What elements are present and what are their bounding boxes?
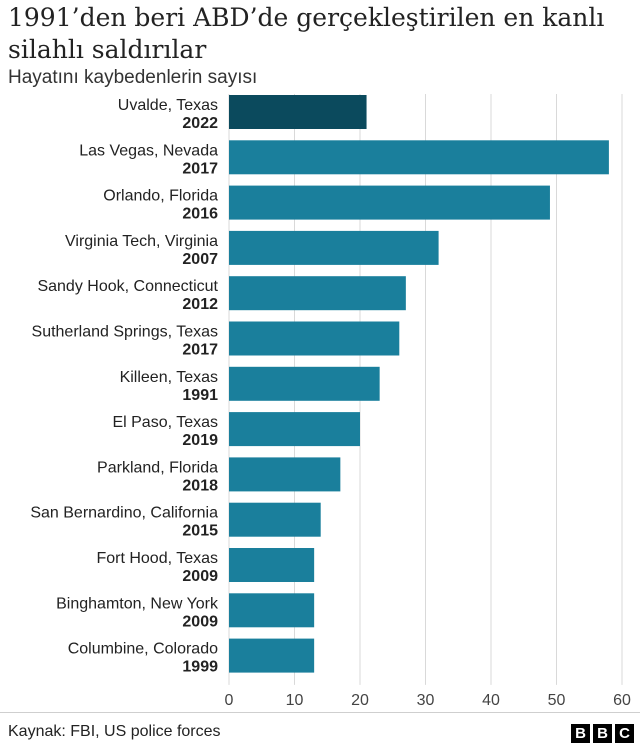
category-year-label: 2018 — [182, 477, 218, 494]
category-place-label: Binghamton, New York — [56, 595, 219, 612]
category-place-label: Parkland, Florida — [97, 459, 218, 476]
category-year-label: 2015 — [182, 523, 218, 540]
logo-letter: C — [615, 724, 634, 743]
category-year-label: 2019 — [182, 432, 218, 449]
bbc-logo: B B C — [571, 724, 634, 743]
x-tick-label: 0 — [225, 692, 234, 709]
source-note: Kaynak: FBI, US police forces — [8, 723, 221, 740]
bar — [229, 185, 550, 220]
category-place-label: Fort Hood, Texas — [96, 550, 218, 567]
bar — [229, 95, 367, 129]
category-year-label: 2007 — [182, 251, 218, 268]
category-place-label: Killeen, Texas — [120, 369, 218, 386]
bar — [229, 140, 609, 175]
bar — [229, 638, 315, 673]
category-year-label: 2022 — [182, 115, 218, 132]
bar — [229, 548, 315, 582]
x-tick-label: 50 — [548, 692, 566, 709]
bar — [229, 502, 321, 537]
x-tick-label: 40 — [482, 692, 500, 709]
category-place-label: El Paso, Texas — [112, 414, 218, 431]
category-place-label: Uvalde, Texas — [118, 97, 218, 114]
x-tick-label: 60 — [613, 692, 631, 709]
category-place-label: San Bernardino, California — [30, 505, 218, 522]
category-year-label: 1999 — [182, 659, 218, 676]
x-tick-label: 10 — [286, 692, 304, 709]
bar — [229, 321, 400, 356]
bar — [229, 230, 439, 265]
bar — [229, 276, 406, 311]
logo-letter: B — [593, 724, 612, 743]
category-place-label: Sandy Hook, Connecticut — [37, 278, 218, 295]
bar — [229, 457, 341, 492]
category-place-label: Orlando, Florida — [103, 188, 218, 205]
chart-title: 1991’den beri ABD’de gerçekleştirilen en… — [8, 3, 605, 64]
category-year-label: 1991 — [182, 387, 218, 404]
x-tick-label: 30 — [417, 692, 435, 709]
bar — [229, 366, 380, 401]
category-place-label: Virginia Tech, Virginia — [65, 233, 218, 250]
category-year-label: 2016 — [182, 206, 218, 223]
category-year-label: 2009 — [182, 568, 218, 585]
chart-subtitle: Hayatını kaybedenlerin sayısı — [8, 67, 258, 88]
bar — [229, 412, 360, 447]
logo-letter: B — [571, 724, 590, 743]
footer-divider — [0, 712, 640, 713]
category-place-label: Columbine, Colorado — [68, 641, 218, 658]
category-year-label: 2017 — [182, 160, 218, 177]
category-year-label: 2017 — [182, 342, 218, 359]
category-place-label: Sutherland Springs, Texas — [32, 324, 218, 341]
category-place-label: Las Vegas, Nevada — [79, 142, 218, 159]
bar — [229, 593, 315, 628]
category-year-label: 2012 — [182, 296, 218, 313]
category-year-label: 2009 — [182, 613, 218, 630]
x-tick-label: 20 — [351, 692, 369, 709]
